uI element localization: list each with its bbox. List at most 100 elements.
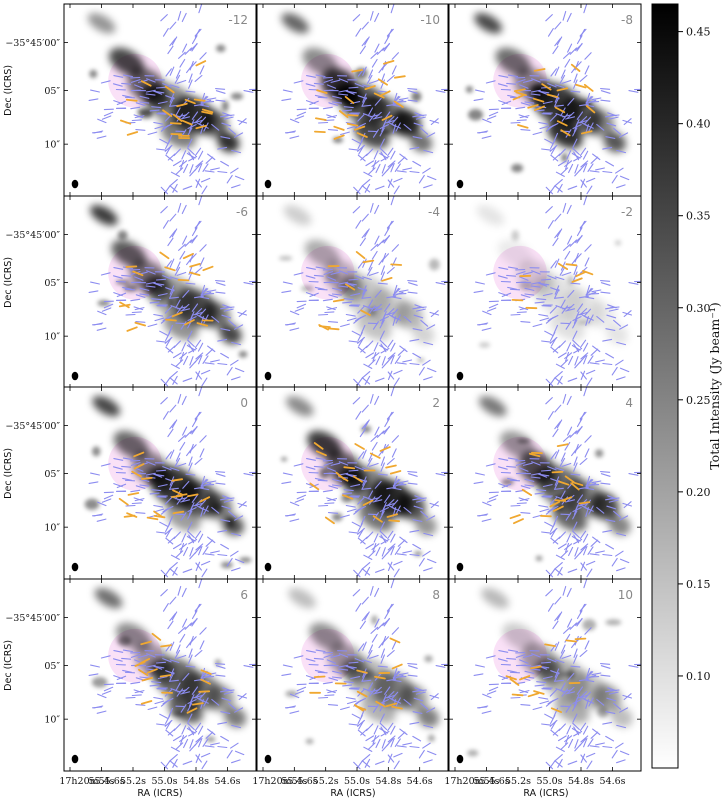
field-segment bbox=[113, 267, 124, 270]
channel-segment bbox=[313, 442, 324, 450]
field-segment bbox=[568, 738, 574, 749]
field-segment bbox=[412, 160, 422, 167]
field-segment bbox=[382, 618, 390, 626]
field-segment bbox=[391, 640, 397, 650]
channel-segment bbox=[169, 122, 182, 125]
emission-blob bbox=[302, 47, 338, 76]
channel-panel: -6−35°45′00″05″10″Dec (ICRS) bbox=[3, 195, 257, 389]
field-segment bbox=[418, 366, 425, 376]
channel-segment bbox=[385, 702, 398, 707]
field-segment bbox=[375, 760, 385, 765]
field-segment bbox=[364, 611, 370, 621]
emission-speck bbox=[92, 446, 101, 457]
field-segment bbox=[353, 378, 361, 387]
field-segment bbox=[160, 378, 169, 387]
field-segment bbox=[221, 122, 232, 127]
field-segment bbox=[199, 435, 207, 443]
field-segment bbox=[355, 698, 365, 705]
field-segment bbox=[348, 340, 359, 343]
field-segment bbox=[317, 96, 328, 99]
field-segment bbox=[192, 119, 203, 124]
field-segment bbox=[103, 686, 114, 692]
field-segment bbox=[326, 306, 336, 311]
field-segment bbox=[365, 160, 375, 167]
field-segment bbox=[541, 113, 552, 115]
emission-speck bbox=[301, 285, 314, 292]
field-segment bbox=[355, 506, 365, 513]
field-segment bbox=[210, 550, 220, 554]
x-tick-label: 17h20m55.6s bbox=[59, 776, 124, 787]
field-segment bbox=[327, 321, 339, 323]
field-segment bbox=[623, 693, 632, 701]
field-segment bbox=[562, 10, 567, 21]
field-segment bbox=[351, 138, 361, 144]
field-segment bbox=[585, 560, 596, 566]
field-segment bbox=[391, 296, 402, 300]
field-segment bbox=[284, 131, 295, 134]
field-segment bbox=[164, 144, 173, 152]
field-segment bbox=[379, 147, 388, 156]
field-segment bbox=[397, 156, 406, 164]
field-segment bbox=[293, 463, 304, 467]
field-segment bbox=[231, 567, 241, 572]
field-segment bbox=[169, 38, 176, 47]
field-segment bbox=[579, 546, 587, 555]
field-segment bbox=[426, 132, 436, 138]
field-segment bbox=[367, 107, 374, 117]
field-segment bbox=[165, 95, 175, 100]
field-segment bbox=[159, 713, 169, 719]
field-segment bbox=[187, 702, 193, 712]
channel-segment bbox=[561, 496, 573, 502]
field-segment bbox=[169, 21, 177, 30]
field-segment bbox=[169, 179, 178, 186]
field-segment bbox=[623, 501, 632, 509]
field-segment bbox=[202, 546, 209, 555]
field-segment bbox=[113, 458, 124, 461]
field-segment bbox=[306, 75, 316, 78]
field-segment bbox=[168, 515, 174, 526]
field-segment bbox=[351, 521, 361, 527]
field-segment bbox=[477, 323, 488, 326]
field-segment bbox=[182, 568, 193, 573]
field-segment bbox=[606, 697, 617, 702]
field-segment bbox=[176, 79, 187, 84]
field-segment bbox=[362, 754, 371, 761]
field-segment bbox=[189, 636, 197, 644]
field-segment bbox=[574, 618, 583, 626]
beam-ellipse bbox=[456, 754, 464, 764]
field-segment bbox=[317, 479, 328, 482]
channel-segment bbox=[140, 476, 153, 480]
field-segment bbox=[177, 306, 188, 310]
field-segment bbox=[360, 132, 366, 143]
field-segment bbox=[199, 296, 210, 300]
channel-segment bbox=[512, 94, 524, 101]
emission-blob bbox=[198, 109, 228, 137]
field-segment bbox=[151, 106, 162, 109]
field-segment bbox=[554, 371, 563, 378]
channel-segment bbox=[369, 452, 381, 459]
field-segment bbox=[176, 305, 184, 314]
channel-segment bbox=[159, 251, 170, 260]
channel-segment bbox=[188, 271, 201, 277]
channel-segment bbox=[352, 475, 363, 483]
velocity-label: 2 bbox=[432, 396, 440, 410]
emission-speck bbox=[281, 457, 288, 462]
field-segment bbox=[175, 261, 181, 271]
field-segment bbox=[377, 665, 388, 668]
field-segment bbox=[160, 206, 168, 214]
colorbar-tick-label: 0.40 bbox=[686, 118, 711, 131]
emission-blob bbox=[108, 47, 145, 76]
field-segment bbox=[385, 502, 395, 507]
channel-segment bbox=[377, 78, 389, 86]
field-segment bbox=[204, 362, 215, 365]
field-segment bbox=[573, 654, 578, 664]
field-segment bbox=[379, 339, 388, 348]
field-segment bbox=[606, 314, 617, 319]
field-segment bbox=[387, 735, 396, 743]
field-segment bbox=[231, 532, 242, 537]
field-segment bbox=[134, 84, 144, 89]
field-segment bbox=[151, 681, 162, 684]
field-segment bbox=[403, 698, 412, 706]
field-segment bbox=[583, 579, 588, 589]
field-segment bbox=[151, 298, 162, 301]
